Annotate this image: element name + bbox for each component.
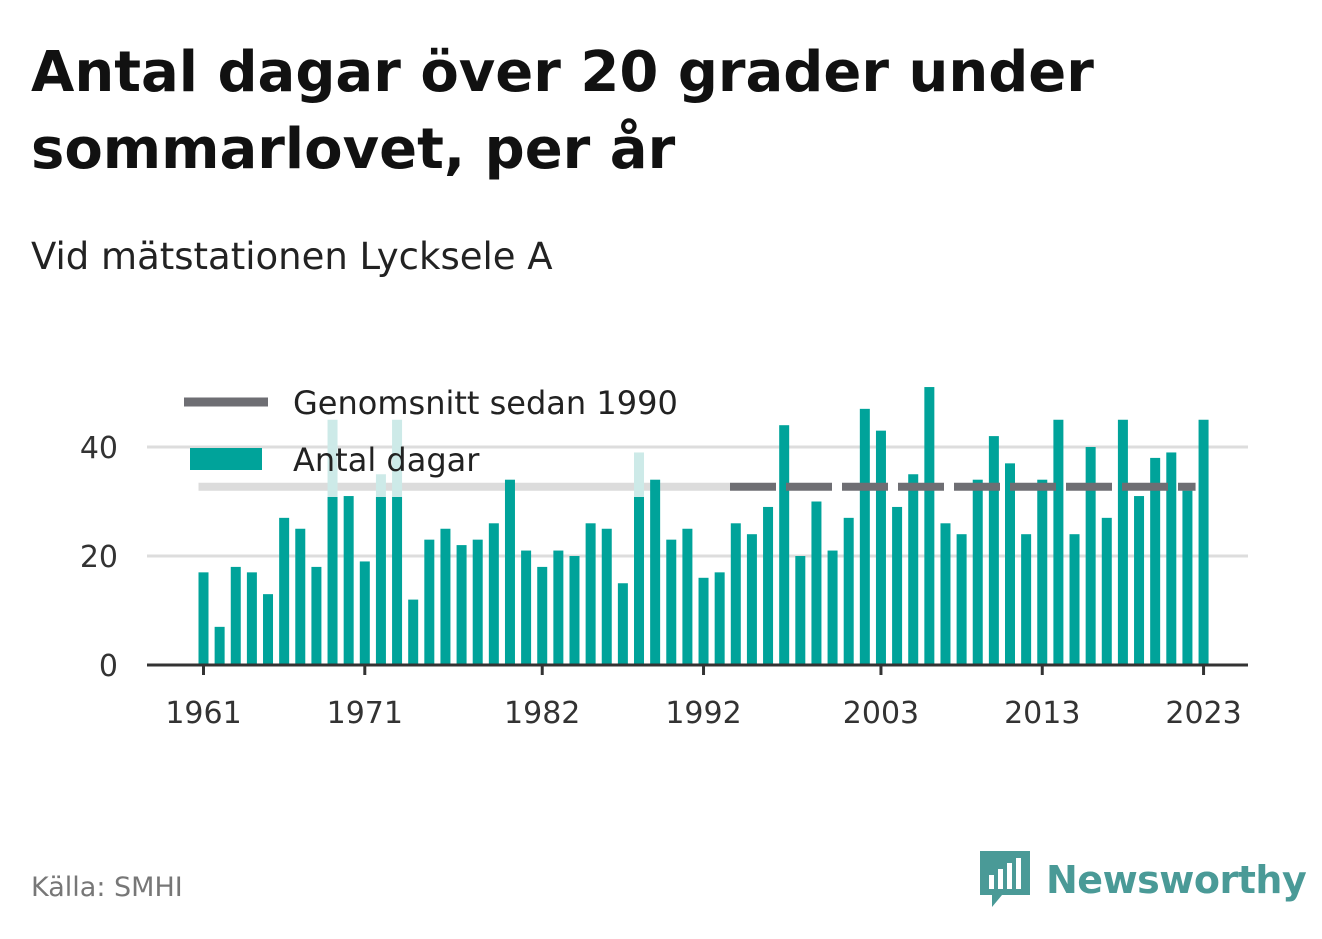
x-tick-label: 1982 xyxy=(504,696,580,731)
bar xyxy=(295,528,306,665)
chart-subtitle: Vid mätstationen Lycksele A xyxy=(31,235,553,278)
bar xyxy=(279,517,290,665)
x-tick-label: 2013 xyxy=(1004,696,1080,731)
bar xyxy=(472,539,483,665)
bar xyxy=(730,523,741,665)
bar xyxy=(1069,534,1080,665)
bar xyxy=(859,408,870,665)
bar xyxy=(311,566,322,665)
bar xyxy=(488,523,499,665)
bar xyxy=(1085,447,1096,665)
bar xyxy=(230,566,241,665)
bar xyxy=(408,599,419,665)
bar xyxy=(375,497,386,665)
bar xyxy=(327,497,338,665)
legend-label-bars: Antal dagar xyxy=(293,441,480,479)
bar-faded-top xyxy=(375,474,386,497)
bar xyxy=(892,506,903,665)
bar xyxy=(988,436,999,665)
bar xyxy=(198,572,209,665)
bar xyxy=(1182,490,1193,665)
source-note: Källa: SMHI xyxy=(31,872,183,903)
bar xyxy=(1101,517,1112,665)
bar xyxy=(1037,479,1048,665)
bar xyxy=(650,479,661,665)
x-tick-label: 2023 xyxy=(1165,696,1241,731)
x-tick-label: 1992 xyxy=(665,696,741,731)
bar xyxy=(537,566,548,665)
bar xyxy=(1021,534,1032,665)
bar xyxy=(827,550,838,665)
bar xyxy=(698,577,709,665)
bar-faded-top xyxy=(392,419,403,497)
newsworthy-logo-icon xyxy=(980,851,1030,907)
y-tick-label: 40 xyxy=(80,431,118,466)
bar xyxy=(746,534,757,665)
bar-faded-top xyxy=(634,452,645,497)
bar xyxy=(617,583,628,665)
chart-title: Antal dagar över 20 grader under sommarl… xyxy=(31,40,1094,182)
bar xyxy=(1117,419,1128,665)
bar xyxy=(1166,452,1177,665)
legend-label-average: Genomsnitt sedan 1990 xyxy=(293,384,678,422)
bar xyxy=(392,497,403,665)
bar xyxy=(521,550,532,665)
bar xyxy=(843,517,854,665)
y-tick-label: 0 xyxy=(99,649,118,684)
x-tick-label: 1961 xyxy=(165,696,241,731)
bar xyxy=(440,528,451,665)
bar xyxy=(601,528,612,665)
bar xyxy=(779,425,790,665)
bar xyxy=(263,594,274,665)
bar xyxy=(924,387,935,665)
bar xyxy=(424,539,435,665)
bar xyxy=(359,561,370,665)
bar xyxy=(553,550,564,665)
bar xyxy=(972,479,983,665)
legend-swatch-bars xyxy=(190,448,262,470)
bar xyxy=(795,556,806,665)
bar xyxy=(246,572,257,665)
bar xyxy=(811,501,822,665)
bar xyxy=(666,539,677,665)
bar xyxy=(908,474,919,665)
axes: 0 20 40 1961 1971 1982 1992 2003 2013 2023 xyxy=(80,431,1248,731)
x-tick-label: 1971 xyxy=(327,696,403,731)
bar xyxy=(682,528,693,665)
y-tick-label: 20 xyxy=(80,540,118,575)
bar xyxy=(634,497,645,665)
bar xyxy=(875,430,886,665)
bar xyxy=(569,556,580,665)
bar xyxy=(940,523,951,665)
x-tick-label: 2003 xyxy=(843,696,919,731)
bars xyxy=(198,387,1209,665)
bar xyxy=(214,626,225,665)
bar xyxy=(1053,419,1064,665)
bar xyxy=(956,534,967,665)
bar xyxy=(1134,496,1145,665)
legend: Genomsnitt sedan 1990 Antal dagar xyxy=(184,384,678,479)
bar xyxy=(1005,463,1015,665)
bar xyxy=(1150,457,1161,665)
bar xyxy=(714,572,725,665)
bar xyxy=(456,545,467,665)
bar-chart: Genomsnitt sedan 1990 Antal dagar 0 20 40 1… xyxy=(80,384,1248,731)
bar-faded-top xyxy=(327,419,338,497)
bar xyxy=(763,506,774,665)
bar xyxy=(343,496,354,665)
brand-logo[interactable]: Newsworthy xyxy=(980,850,1307,910)
brand-name: Newsworthy xyxy=(1046,858,1307,902)
bar xyxy=(1198,419,1209,665)
bar xyxy=(504,479,515,665)
bar xyxy=(585,523,596,665)
